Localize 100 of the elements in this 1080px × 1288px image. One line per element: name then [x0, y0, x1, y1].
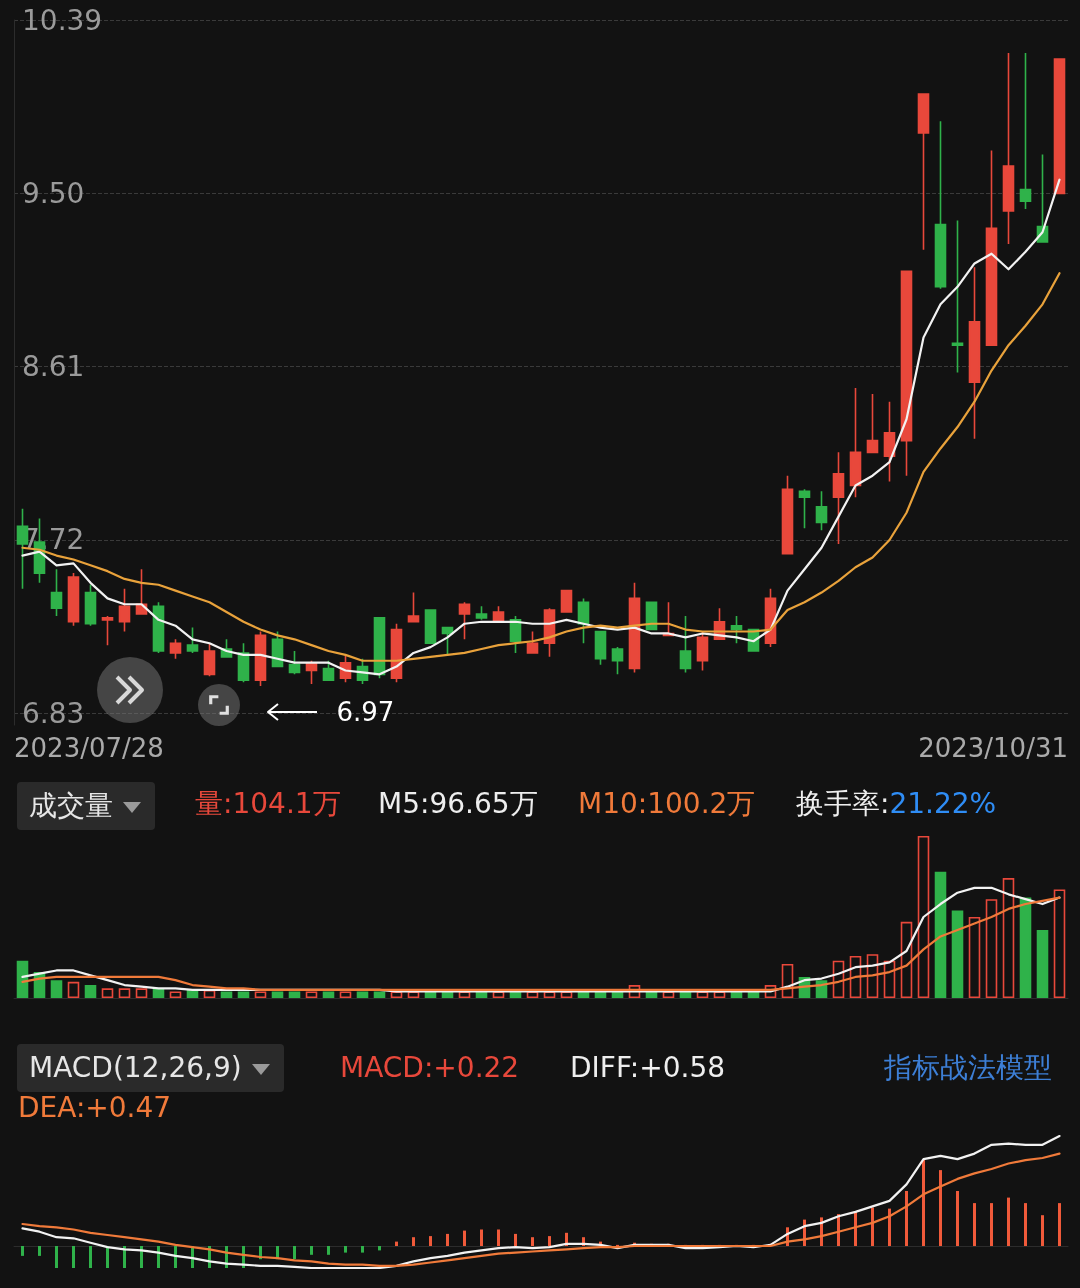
bar: [922, 1159, 925, 1246]
candlestick: [67, 572, 80, 627]
candlestick: [594, 630, 607, 666]
bar: [293, 1246, 296, 1260]
bar: [152, 988, 165, 998]
candlestick: [322, 659, 335, 682]
bar: [497, 1229, 500, 1246]
bar: [429, 1236, 432, 1246]
bar: [939, 1170, 942, 1246]
candlestick: [985, 149, 998, 347]
bar: [356, 991, 369, 998]
bar: [169, 991, 182, 998]
candlestick: [815, 490, 828, 532]
bar: [990, 1203, 993, 1246]
bar: [135, 988, 148, 998]
text: MACD:+0.22: [340, 1050, 520, 1086]
bar: [917, 836, 930, 998]
bar: [1036, 929, 1049, 998]
text: M5:96.65万: [378, 786, 538, 822]
bar: [1019, 897, 1032, 998]
bar: [322, 991, 335, 998]
bar: [327, 1246, 330, 1255]
bar: [968, 917, 981, 998]
candlestick: [900, 270, 913, 477]
bar: [361, 1246, 364, 1253]
candlestick: [560, 589, 573, 613]
bar: [67, 981, 80, 998]
candlestick: [934, 120, 947, 290]
bar: [514, 1233, 517, 1246]
candlestick: [254, 630, 267, 687]
bar: [1002, 878, 1015, 998]
bar: [871, 1207, 874, 1246]
candlestick: [968, 266, 981, 440]
bar: [463, 1230, 466, 1246]
text: 2023/10/31: [918, 732, 1068, 764]
candlestick: [1019, 52, 1032, 210]
bar: [1053, 889, 1066, 998]
bar: [548, 1236, 551, 1246]
annotation: 6.97: [336, 696, 395, 729]
bar: [118, 988, 131, 998]
y-tick-label: 6.83: [22, 696, 85, 730]
y-tick-label: 8.61: [22, 350, 85, 384]
text: M10:100.2万: [578, 786, 756, 822]
bar: [84, 985, 97, 998]
bar: [21, 1246, 24, 1256]
text: DIFF:+0.58: [570, 1050, 726, 1086]
text: 指标战法模型: [884, 1050, 1052, 1086]
y-tick-label: 10.39: [22, 3, 103, 37]
bar: [89, 1246, 92, 1268]
line-series: [21, 178, 1061, 676]
bar: [412, 1237, 415, 1246]
bar: [973, 1203, 976, 1246]
candlestick: [1002, 52, 1015, 245]
candlestick: [781, 474, 794, 555]
bar: [106, 1246, 109, 1268]
bar: [305, 991, 318, 998]
bar: [395, 1241, 398, 1246]
candlestick: [441, 626, 454, 656]
text: MACD(12,26,9): [29, 1051, 242, 1084]
bar: [1024, 1203, 1027, 1246]
candlestick: [84, 583, 97, 627]
bar: [446, 1233, 449, 1246]
bar: [905, 1191, 908, 1246]
bar: [254, 991, 267, 998]
bar: [344, 1246, 347, 1253]
bar: [1058, 1203, 1061, 1246]
candlestick: [866, 393, 879, 454]
candlestick: [832, 451, 845, 545]
text: 成交量: [29, 789, 113, 822]
bar: [288, 991, 301, 998]
candlestick: [951, 219, 964, 374]
candlestick: [1053, 58, 1066, 195]
bar: [220, 991, 233, 998]
bar: [373, 991, 386, 998]
text: 换手率:21.22%: [796, 787, 997, 820]
candlestick: [917, 93, 930, 251]
candlestick: [730, 615, 743, 644]
text: 2023/07/28: [14, 732, 164, 764]
bar: [480, 1229, 483, 1246]
candlestick: [118, 587, 131, 633]
candlestick: [203, 642, 216, 678]
bar: [951, 910, 964, 998]
bar: [310, 1246, 313, 1255]
candlestick: [475, 605, 488, 621]
candlestick: [288, 650, 301, 676]
bar: [985, 899, 998, 998]
candlestick: [883, 400, 896, 483]
bar: [956, 1191, 959, 1246]
bar: [934, 871, 947, 998]
bar: [101, 988, 114, 998]
bar: [50, 980, 63, 998]
candlestick: [169, 638, 182, 660]
bar: [1041, 1215, 1044, 1246]
candlestick: [101, 615, 114, 646]
bar: [271, 991, 284, 998]
bar: [531, 1237, 534, 1246]
bar: [123, 1246, 126, 1268]
candlestick: [798, 488, 811, 530]
bar: [1007, 1197, 1010, 1246]
bar: [72, 1246, 75, 1268]
